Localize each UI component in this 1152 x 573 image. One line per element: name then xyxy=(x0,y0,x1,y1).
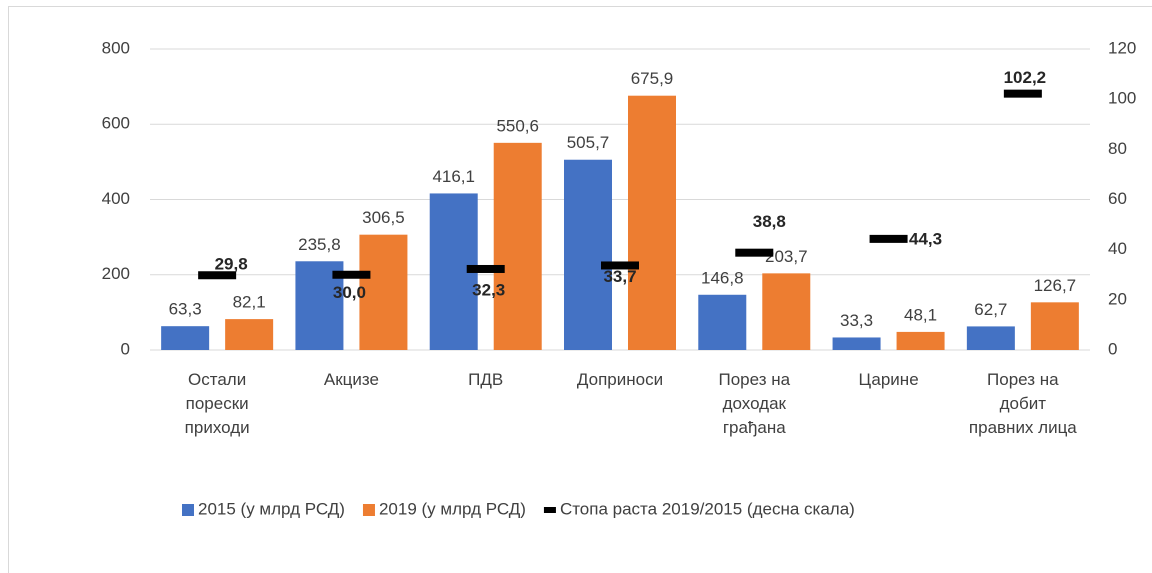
x-tick-label: Акцизе xyxy=(323,370,379,389)
data-label: 675,9 xyxy=(631,69,674,88)
x-tick-label: Порез на доходак грађана xyxy=(718,370,791,437)
bar xyxy=(896,331,945,350)
y-tick-label: 400 xyxy=(102,189,130,208)
data-label: 48,1 xyxy=(904,305,937,324)
y2-tick-label: 100 xyxy=(1108,89,1136,108)
bar xyxy=(161,326,210,350)
y2-tick-label: 20 xyxy=(1108,289,1127,308)
data-label: 203,7 xyxy=(765,247,808,266)
bar xyxy=(698,294,747,350)
bar xyxy=(1030,302,1079,350)
bar xyxy=(493,142,542,350)
rate-label: 44,3 xyxy=(909,229,942,248)
data-label: 505,7 xyxy=(567,133,610,152)
x-tick-label: ПДВ xyxy=(468,370,504,389)
rate-marker xyxy=(601,261,639,270)
rate-label: 29,8 xyxy=(215,255,248,274)
y2-tick-label: 80 xyxy=(1108,139,1127,158)
y2-tick-label: 0 xyxy=(1108,339,1117,358)
data-label: 550,6 xyxy=(496,116,539,135)
rate-marker xyxy=(735,248,774,257)
legend-swatch xyxy=(543,507,556,513)
data-label: 306,5 xyxy=(362,208,405,227)
data-label: 63,3 xyxy=(169,300,202,319)
rate-label: 38,8 xyxy=(753,212,786,231)
y2-tick-label: 40 xyxy=(1108,239,1127,258)
x-tick-label: Порез на добит правних лица xyxy=(968,370,1077,437)
bar xyxy=(359,234,408,350)
rate-marker xyxy=(1003,89,1042,98)
rate-label: 30,0 xyxy=(333,283,366,302)
data-label: 82,1 xyxy=(233,293,266,312)
x-tick-label: Доприноси xyxy=(576,370,664,389)
legend-swatch xyxy=(182,504,194,516)
legend-swatch xyxy=(362,504,375,516)
bar xyxy=(832,337,881,350)
rate-marker xyxy=(869,234,908,243)
rate-label: 102,2 xyxy=(1004,68,1047,87)
data-label: 235,8 xyxy=(298,235,341,254)
y2-tick-label: 60 xyxy=(1108,189,1127,208)
legend-label: 2015 (у млрд РСД) xyxy=(198,499,345,518)
y-tick-label: 200 xyxy=(102,264,130,283)
rate-label: 33,7 xyxy=(603,267,636,286)
x-tick-label: Царине xyxy=(858,370,919,389)
bar xyxy=(762,273,811,350)
bar xyxy=(564,159,612,350)
y-tick-label: 600 xyxy=(102,114,130,133)
x-tick-label: Остали порески приходи xyxy=(184,370,250,437)
y2-tick-label: 120 xyxy=(1108,38,1136,57)
data-label: 62,7 xyxy=(974,300,1007,319)
rate-marker xyxy=(332,270,371,279)
bar xyxy=(628,95,676,350)
y-tick-label: 800 xyxy=(102,38,130,57)
y-tick-label: 0 xyxy=(121,339,130,358)
bar xyxy=(966,326,1015,350)
legend-label: Стопа раста 2019/2015 (десна скала) xyxy=(560,499,855,518)
rate-marker xyxy=(198,271,237,280)
data-label: 33,3 xyxy=(840,311,873,330)
legend-label: 2019 (у млрд РСД) xyxy=(379,499,526,518)
chart-border xyxy=(8,6,1152,573)
bar xyxy=(225,319,274,350)
rate-label: 32,3 xyxy=(472,280,505,299)
data-label: 416,1 xyxy=(432,167,475,186)
rate-marker xyxy=(466,264,505,273)
data-label: 126,7 xyxy=(1034,276,1077,295)
data-label: 146,8 xyxy=(701,268,744,287)
